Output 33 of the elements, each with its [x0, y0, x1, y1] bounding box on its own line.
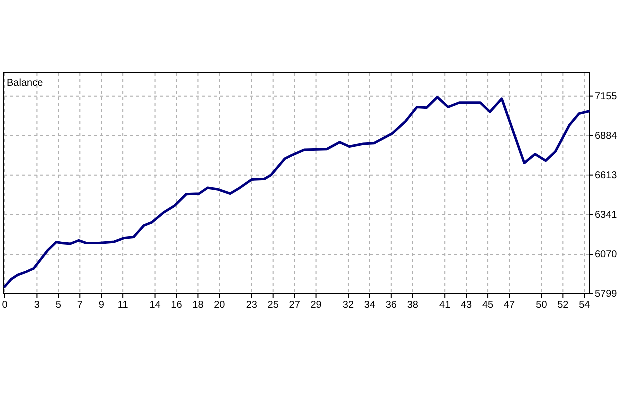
x-tick-label: 25 — [268, 300, 280, 312]
x-tick-label: 38 — [407, 300, 419, 312]
x-tick-label: 50 — [536, 300, 548, 312]
x-tick-label: 5 — [56, 300, 62, 312]
x-tick-label: 47 — [504, 300, 516, 312]
x-tick-label: 0 — [2, 300, 8, 312]
y-tick-label: 6613 — [595, 170, 618, 182]
x-tick-label: 29 — [310, 300, 322, 312]
y-tick-label: 6070 — [595, 250, 618, 261]
x-tick-label: 27 — [289, 300, 301, 312]
x-tick-label: 9 — [98, 300, 105, 312]
x-tick-label: 14 — [150, 300, 162, 312]
y-tick-label: 7155 — [595, 92, 618, 103]
x-tick-label: 18 — [192, 300, 204, 312]
x-tick-label: 3 — [34, 300, 40, 312]
x-tick-label: 16 — [171, 300, 183, 312]
text: Balance — [7, 78, 44, 89]
x-tick-label: 45 — [482, 300, 494, 312]
x-tick-label: 36 — [386, 300, 398, 312]
x-tick-label: 7 — [77, 300, 84, 312]
y-tick-label: 6341 — [595, 210, 618, 222]
line-series — [4, 96, 590, 288]
x-tick-label: 54 — [579, 300, 591, 312]
x-tick-label: 52 — [558, 300, 570, 312]
x-tick-label: 43 — [460, 300, 473, 312]
y-tick-label: 5799 — [595, 289, 618, 300]
x-tick-label: 23 — [246, 300, 258, 312]
x-tick-label: 34 — [364, 300, 376, 312]
x-tick-label: 11 — [118, 300, 129, 312]
y-tick-label: 6884 — [595, 131, 618, 142]
x-tick-label: 20 — [214, 300, 226, 312]
x-tick-label: 32 — [342, 300, 354, 312]
x-tick-label: 41 — [440, 300, 452, 312]
